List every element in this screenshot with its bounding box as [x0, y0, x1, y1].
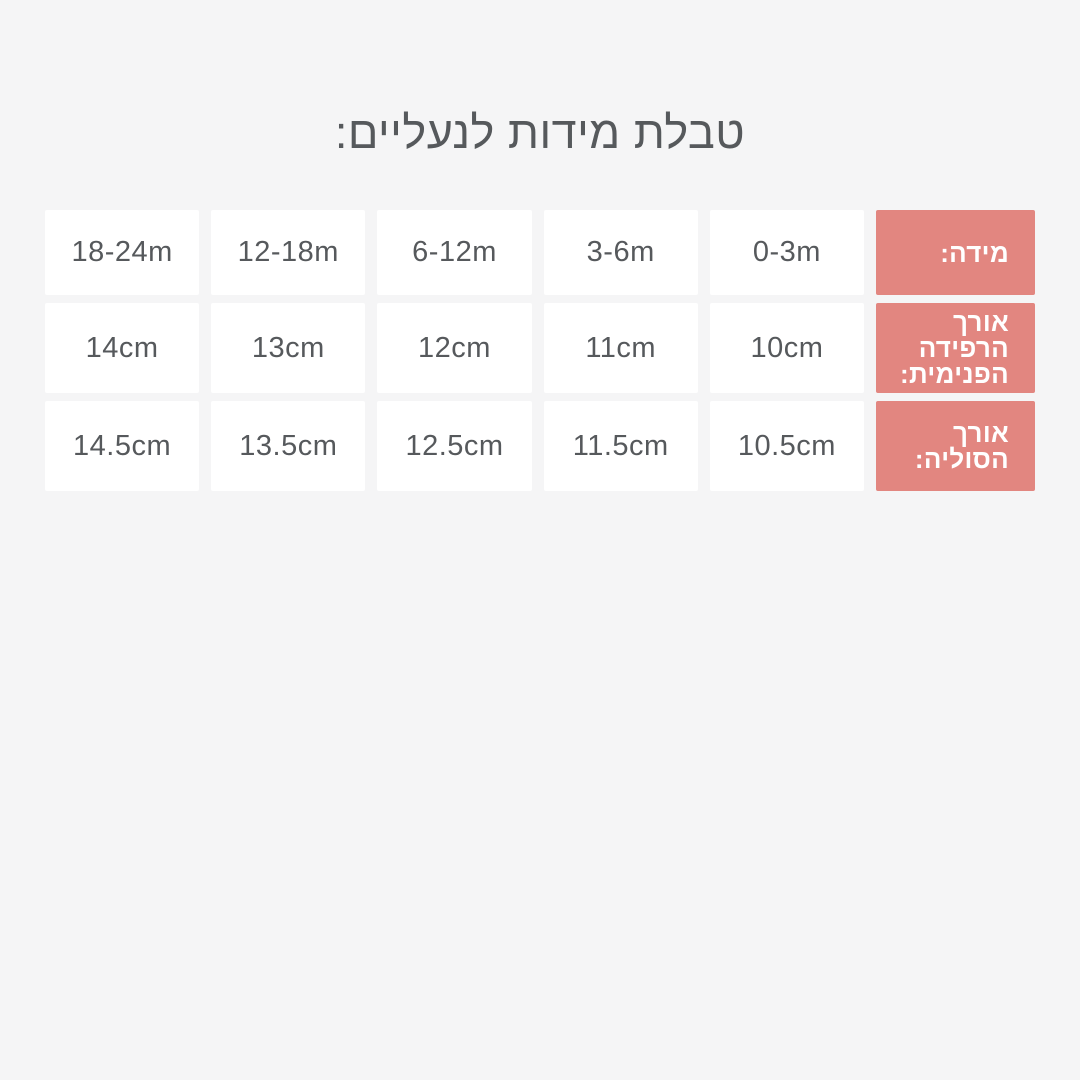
row-header-insole-length: אורך הרפידה הפנימית:	[876, 303, 1035, 394]
size-cell: 3-6m	[543, 210, 698, 296]
shoe-size-table: מידה: 0-3m 3-6m 6-12m 12-18m 18-24m אורך…	[45, 210, 1035, 492]
sole-length-cell: 14.5cm	[45, 401, 200, 492]
size-cell: 0-3m	[709, 210, 864, 296]
insole-length-cell: 14cm	[45, 303, 200, 394]
size-cell: 18-24m	[45, 210, 200, 296]
page-title: טבלת מידות לנעליים:	[334, 107, 746, 158]
size-cell: 12-18m	[211, 210, 366, 296]
sole-length-cell: 12.5cm	[377, 401, 532, 492]
insole-length-cell: 13cm	[211, 303, 366, 394]
insole-length-cell: 12cm	[377, 303, 532, 394]
sole-length-cell: 10.5cm	[709, 401, 864, 492]
sole-length-cell: 11.5cm	[543, 401, 698, 492]
row-header-sole-length: אורך הסוליה:	[876, 401, 1035, 492]
insole-length-cell: 11cm	[543, 303, 698, 394]
row-header-size: מידה:	[876, 210, 1035, 296]
sole-length-cell: 13.5cm	[211, 401, 366, 492]
insole-length-cell: 10cm	[709, 303, 864, 394]
size-cell: 6-12m	[377, 210, 532, 296]
